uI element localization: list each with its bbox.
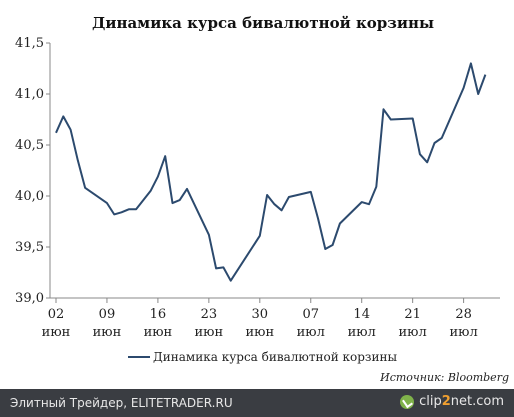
footer-bar: Элитный Трейдер, ELITETRADER.RU clip 2 net… bbox=[0, 389, 514, 417]
x-tick-day: 09 bbox=[99, 307, 116, 322]
logo-suffix: net.com bbox=[450, 394, 504, 409]
series-line bbox=[55, 62, 487, 282]
x-tick-day: 07 bbox=[302, 307, 319, 322]
x-tick-month: июн bbox=[195, 325, 224, 340]
x-tick-day: 16 bbox=[150, 307, 167, 322]
x-tick-month: июн bbox=[144, 325, 173, 340]
x-tick-day: 30 bbox=[252, 307, 269, 322]
source-note: Источник: Bloomberg bbox=[379, 371, 509, 384]
legend: Динамика курса бивалютной корзины bbox=[128, 350, 397, 364]
y-tick-label: 40,5 bbox=[15, 138, 44, 153]
chart: Динамика курса бивалютной корзины 41,541… bbox=[15, 14, 509, 384]
y-tick-label: 40,0 bbox=[15, 189, 44, 204]
x-tick-day: 02 bbox=[48, 307, 65, 322]
x-tick-month: июл bbox=[449, 325, 477, 340]
x-tick-day: 21 bbox=[404, 307, 421, 322]
x-tick-month: июл bbox=[297, 325, 325, 340]
x-tick-month: июн bbox=[42, 325, 71, 340]
checkmark-icon bbox=[400, 394, 415, 409]
x-tick-month: июн bbox=[245, 325, 274, 340]
x-tick-day: 14 bbox=[353, 307, 370, 322]
y-tick-label: 41,5 bbox=[15, 36, 44, 51]
x-tick-day: 23 bbox=[201, 307, 218, 322]
x-tick-month: июн bbox=[93, 325, 122, 340]
x-tick-day: 28 bbox=[455, 307, 472, 322]
logo-mid: 2 bbox=[441, 394, 451, 409]
y-tick-label: 39,0 bbox=[15, 291, 44, 306]
clip2net-logo: clip 2 net.com bbox=[400, 394, 504, 409]
y-tick-label: 39,5 bbox=[15, 240, 44, 255]
x-axis: 02 июн 09 июн 16 июн 23 июн 30 июн 07 июл 14 июл 21 июл… bbox=[42, 297, 500, 340]
chart-title: Динамика курса бивалютной корзины bbox=[92, 14, 434, 32]
y-tick-label: 41,0 bbox=[15, 87, 44, 102]
series-layer bbox=[55, 62, 487, 282]
x-tick-month: июл bbox=[348, 325, 376, 340]
y-axis: 41,5 41,0 40,5 40,0 39,5 39,0 bbox=[15, 36, 51, 306]
logo-prefix: clip bbox=[419, 394, 442, 409]
footer-credit: Элитный Трейдер, ELITETRADER.RU bbox=[10, 396, 233, 410]
x-tick-month: июл bbox=[399, 325, 427, 340]
legend-label: Динамика курса бивалютной корзины bbox=[153, 350, 397, 364]
